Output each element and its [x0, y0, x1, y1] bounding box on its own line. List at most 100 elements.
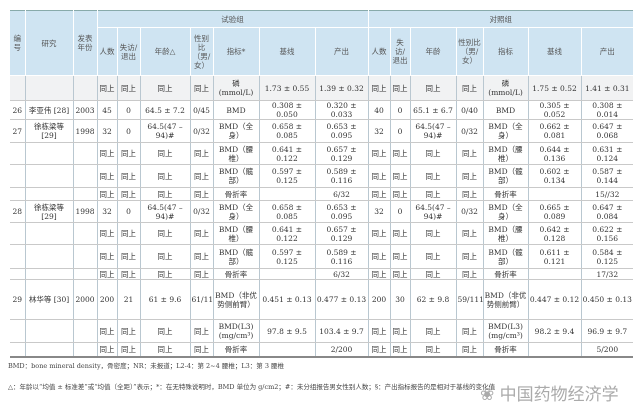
table-cell: 骨折率 — [213, 187, 260, 201]
table-cell: 同上 — [97, 164, 118, 188]
table-cell — [73, 142, 98, 165]
table-cell: 同上 — [456, 75, 484, 101]
table-cell — [10, 268, 26, 280]
table-cell: 64.5(47 – 94)# — [410, 200, 457, 223]
table-cell: 同上 — [117, 187, 141, 201]
table-cell: 0.641 ± 0.122 — [259, 222, 316, 245]
table-cell: 骨折率 — [483, 268, 529, 280]
table-cell: 17/32 — [581, 268, 634, 280]
table-cell: 同上 — [410, 142, 457, 165]
header-trial-col: 基线 — [259, 27, 316, 76]
table-cell: 0.477 ± 0.13 — [315, 279, 369, 320]
table-cell — [528, 187, 582, 201]
table-cell: 97.8 ± 9.5 — [259, 319, 316, 343]
table-cell: 同上 — [140, 187, 191, 201]
header-control-col: 失访/退出 — [390, 27, 411, 76]
table-cell: 0/32 — [456, 119, 484, 143]
table-cell: 45 — [97, 100, 118, 120]
table-cell: 0 — [117, 119, 141, 143]
table-cell — [10, 319, 26, 343]
table-cell: BMD — [483, 100, 529, 120]
table-cell — [73, 268, 98, 280]
header-control-col: 人数 — [368, 27, 391, 76]
header-no: 编号 — [10, 10, 26, 76]
table-cell: 21 — [117, 279, 141, 320]
table-cell: BMD（全身） — [213, 200, 260, 223]
table-cell: 32 — [368, 200, 391, 223]
table-cell: 同上 — [410, 75, 457, 101]
table-cell: BMD(L3) (mg/cm³) — [483, 319, 529, 343]
table-cell: 0.447 ± 0.12 — [528, 279, 582, 320]
table-cell: 同上 — [390, 268, 411, 280]
table-cell: 0.665 ± 0.089 — [528, 200, 582, 223]
table-row: 同上 同上 同上 同上 BMD（髋部） 0.597 ± 0.125 0.589 ± 0.11… — [10, 164, 634, 188]
table-cell: 同上 — [190, 75, 214, 101]
table-cell: 103.4 ± 9.7 — [315, 319, 369, 343]
table-cell: 0.589 ± 0.116 — [315, 244, 369, 269]
table-cell: BMD（全身） — [213, 119, 260, 143]
table-cell: 同上 — [140, 342, 191, 358]
table-row: 同上 同上 同上 同上 BMD(L3) (mg/cm³) 97.8 ± 9.5 103.4 … — [10, 319, 634, 343]
table-cell — [25, 268, 74, 280]
table-cell: 64.5(47 – 94)# — [140, 119, 191, 143]
table-cell: BMD（全身） — [483, 119, 529, 143]
table-cell: 同上 — [456, 244, 484, 269]
table-row: 同上 同上 同上 同上 BMD（腰椎） 0.641 ± 0.122 0.657 ± 0.12… — [10, 222, 634, 245]
table-cell — [73, 164, 98, 188]
table-cell: 28 — [10, 200, 26, 223]
table-cell: 2003 — [73, 100, 98, 120]
table-row: 28 徐栋梁等 [29] 1998 32 0 64.5(47 – 94)# 0/32 BMD（… — [10, 200, 634, 223]
table-cell: 同上 — [390, 342, 411, 358]
table-cell: 6/32 — [315, 268, 369, 280]
table-cell: 2/200 — [315, 342, 369, 358]
table-cell — [10, 164, 26, 188]
table-cell: 96.9 ± 9.7 — [581, 319, 634, 343]
footnote-symbols: △：年龄以“均值 ± 标准差”或“均值（全距）”表示；*：在无特殊说明时，BMD… — [8, 383, 496, 391]
header-control-col: 性别比（男/女） — [456, 27, 484, 76]
table-cell: 0.597 ± 0.125 — [259, 164, 316, 188]
table-cell: 同上 — [140, 268, 191, 280]
table-cell: 同上 — [368, 142, 391, 165]
table-cell: 1998 — [73, 200, 98, 223]
table-cell: 同上 — [368, 244, 391, 269]
header-trial-col: 人数 — [97, 27, 118, 76]
table-cell: 徐栋梁等 [29] — [25, 119, 74, 143]
table-cell: 同上 — [97, 319, 118, 343]
table-cell — [528, 268, 582, 280]
table-cell: 同上 — [368, 164, 391, 188]
header-control-col: 基线 — [528, 27, 582, 76]
table-cell: 同上 — [117, 244, 141, 269]
table-cell — [10, 142, 26, 165]
table-cell: 同上 — [410, 164, 457, 188]
table-cell: 1998 — [73, 119, 98, 143]
table-cell: 同上 — [410, 222, 457, 245]
table-cell: 同上 — [410, 319, 457, 343]
table-cell: 98.2 ± 9.4 — [528, 319, 582, 343]
table-cell: 64.5 ± 7.2 — [140, 100, 191, 120]
table-cell — [10, 342, 26, 358]
table-cell: 0 — [390, 119, 411, 143]
table-cell: 0/32 — [190, 119, 214, 143]
table-cell: 0.658 ± 0.085 — [259, 119, 316, 143]
table-cell: 同上 — [390, 164, 411, 188]
table-cell: 骨折率 — [483, 342, 529, 358]
table-cell: 同上 — [390, 319, 411, 343]
table-cell: 同上 — [456, 142, 484, 165]
table-cell: BMD（髋部） — [483, 164, 529, 188]
table-cell — [10, 244, 26, 269]
table-cell: 同上 — [117, 142, 141, 165]
table-cell — [25, 342, 74, 358]
table-cell: 同上 — [140, 142, 191, 165]
table-cell: 同上 — [456, 319, 484, 343]
table-cell: 同上 — [97, 268, 118, 280]
table-cell: 29 — [10, 279, 26, 320]
table-row: 同上 同上 同上 同上 骨折率 6/32 同上 同上 同上 同上 骨折率 15//32 — [10, 187, 634, 201]
table-cell: 0/32 — [456, 200, 484, 223]
table-cell: 62 ± 9.8 — [410, 279, 457, 320]
table-cell: 32 — [368, 119, 391, 143]
table-cell: 0.657 ± 0.129 — [315, 142, 369, 165]
table-cell: BMD — [213, 100, 260, 120]
header-trial-col: 指标* — [213, 27, 260, 76]
table-cell: 同上 — [117, 342, 141, 358]
